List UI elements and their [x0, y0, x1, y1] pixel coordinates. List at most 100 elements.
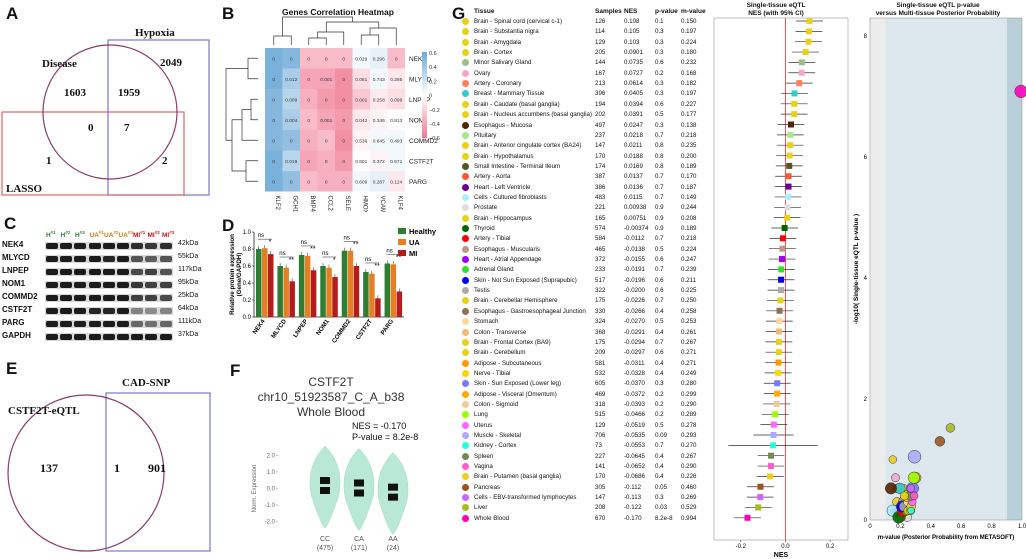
forest-x-tick-label: -0.2: [736, 544, 747, 550]
tissue-cell-nes: -0.0652: [624, 463, 645, 471]
tissue-cell-m: 0.267: [681, 452, 697, 460]
blot-band: [60, 243, 73, 249]
blot-band: [74, 269, 87, 275]
tissue-cell-name: Artery - Coronary: [474, 80, 522, 88]
tissue-cell-name: Ovary: [474, 69, 491, 77]
blot-band: [131, 308, 144, 314]
forest-point: [767, 473, 774, 480]
heatmap-cell-value: 0.001: [320, 77, 332, 83]
heatmap-cell: [335, 48, 353, 69]
correlation-heatmap: 0 0 0 0 0 0.029 0.296 0 NEK4 0 0.012 0 0.001 0 0.061 0.…: [225, 16, 440, 213]
heatmap-cell-value: 0.061: [355, 77, 367, 83]
tissue-row: Whole Blood 670 -0.170 8.2e-8 0.994: [462, 513, 712, 524]
tissue-cell-nes: -0.0686: [624, 473, 645, 481]
heatmap-cell-value: 0.801: [355, 159, 367, 165]
tissue-cell-samples: 165: [595, 214, 606, 222]
tissue-cell-nes: 0.0169: [624, 162, 643, 170]
blot-band: [145, 321, 158, 327]
tissue-cell-samples: 237: [595, 131, 606, 139]
heatmap-cell-value: 0.001: [355, 97, 367, 103]
color-scale-tick: 0.6: [429, 51, 437, 57]
tissue-color-dot: [462, 162, 469, 170]
blot-band: [46, 308, 58, 314]
tissue-row: Esophagus - Muscularis 465 -0.0138 0.5 0.224: [462, 244, 712, 255]
lane-label: H#3: [75, 230, 85, 240]
lane-label: UA#3: [118, 230, 133, 240]
tissue-cell-nes: -0.170: [624, 514, 642, 522]
heatmap-cell: [317, 89, 335, 110]
tissue-cell-nes: 0.0394: [624, 100, 643, 108]
tissue-cell-m: 0.267: [681, 338, 697, 346]
heatmap-cell-value: 0: [307, 138, 310, 144]
set-cad-snp-label: CAD-SNP: [122, 377, 171, 389]
violin-y-tick-label: -1.0: [265, 503, 276, 509]
heatmap-row-label: PARG: [409, 179, 427, 186]
heatmap-cell-value: 0: [272, 77, 275, 83]
blot-row: NOM1 95kDa: [0, 279, 200, 291]
tissue-cell-nes: 0.0211: [624, 142, 643, 150]
tissue-row: Brain - Cerebellar Hemisphere 175 -0.0226 0…: [462, 295, 712, 306]
tissue-cell-m: 0.249: [681, 369, 697, 377]
tissue-cell-nes: -0.113: [624, 494, 642, 502]
tissue-cell-m: 0.299: [681, 390, 697, 398]
count-hypoxia-only: 2049: [160, 57, 182, 69]
tissue-cell-samples: 233: [595, 266, 606, 274]
tissue-cell-m: 0.138: [681, 121, 697, 129]
tissue-cell-samples: 584: [595, 235, 606, 243]
tissue-cell-nes: -0.0191: [624, 266, 645, 274]
heatmap-cell: [317, 109, 335, 130]
tissue-cell-p: 0.2: [655, 69, 664, 77]
blot-band: [46, 243, 58, 249]
lane-label: UA#2: [104, 230, 119, 240]
heatmap-cell-value: 0.536: [355, 138, 367, 144]
tissue-cell-name: Esophagus - Muscularis: [474, 245, 541, 253]
tissue-cell-p: 0.6: [655, 100, 664, 108]
tissue-cell-samples: 386: [595, 183, 606, 191]
blot-kda-label: 117kDa: [178, 266, 202, 273]
tissue-cell-nes: -0.0266: [624, 307, 645, 315]
tissue-cell-name: Brain - Putamen (basal ganglia): [474, 473, 562, 481]
color-scale-tick: 0.4: [429, 65, 437, 71]
tissue-cell-m: 0.271: [681, 359, 697, 367]
scatter-x-label: m-value (Posterior Probability from META…: [878, 535, 1015, 541]
forest-frame: [713, 17, 849, 541]
tissue-cell-m: 0.197: [681, 28, 697, 36]
sig-label-stars: **: [374, 263, 380, 270]
y-tick-label: 0.6: [243, 264, 252, 270]
tissue-cell-name: Cells - Cultured fibroblasts: [474, 193, 547, 201]
heatmap-cell-value: 0.012: [285, 77, 297, 83]
blot-band: [74, 256, 87, 262]
blot-band: [117, 269, 129, 275]
col-dendro-branch: [282, 16, 353, 36]
heatmap-cell-value: 0.009: [285, 97, 297, 103]
lane-sup: #3: [127, 230, 133, 235]
tissue-cell-p: 0.7: [655, 266, 664, 274]
tissue-cell-samples: 170: [595, 152, 606, 160]
tissue-cell-samples: 515: [595, 411, 606, 419]
lasso-set: [1, 111, 185, 196]
blot-band: [117, 321, 129, 327]
blot-strip: [45, 307, 173, 315]
tissue-color-dot: [462, 390, 469, 398]
blot-band: [131, 256, 144, 262]
scatter-region-low: [870, 18, 886, 520]
violin-title-gene: CSTF2T: [308, 375, 354, 389]
heatmap-cell-value: 0: [325, 179, 328, 185]
heatmap-cell-value: 0: [290, 179, 293, 185]
forest-point: [784, 214, 791, 221]
tissue-cell-samples: 387: [595, 173, 606, 181]
tissue-cell-nes: -0.0291: [624, 328, 645, 336]
heatmap-col-label: VCAM1: [379, 196, 385, 213]
tissue-cell-name: Colon - Sigmoid: [474, 400, 519, 408]
heatmap-cell-value: 0: [272, 118, 275, 124]
tissue-cell-samples: 465: [595, 245, 606, 253]
tissue-color-dot: [462, 225, 469, 232]
tissue-cell-samples: 574: [595, 225, 606, 232]
tissue-cell-nes: 0.105: [624, 28, 640, 36]
x-tick-label: COMMD2: [331, 318, 353, 345]
tissue-row: Heart - Left Ventricle 386 0.0136 0.7 0.187: [462, 182, 712, 193]
tissue-cell-samples: 170: [595, 473, 606, 481]
bar: [326, 267, 332, 317]
row-dendrogram: [225, 57, 258, 182]
